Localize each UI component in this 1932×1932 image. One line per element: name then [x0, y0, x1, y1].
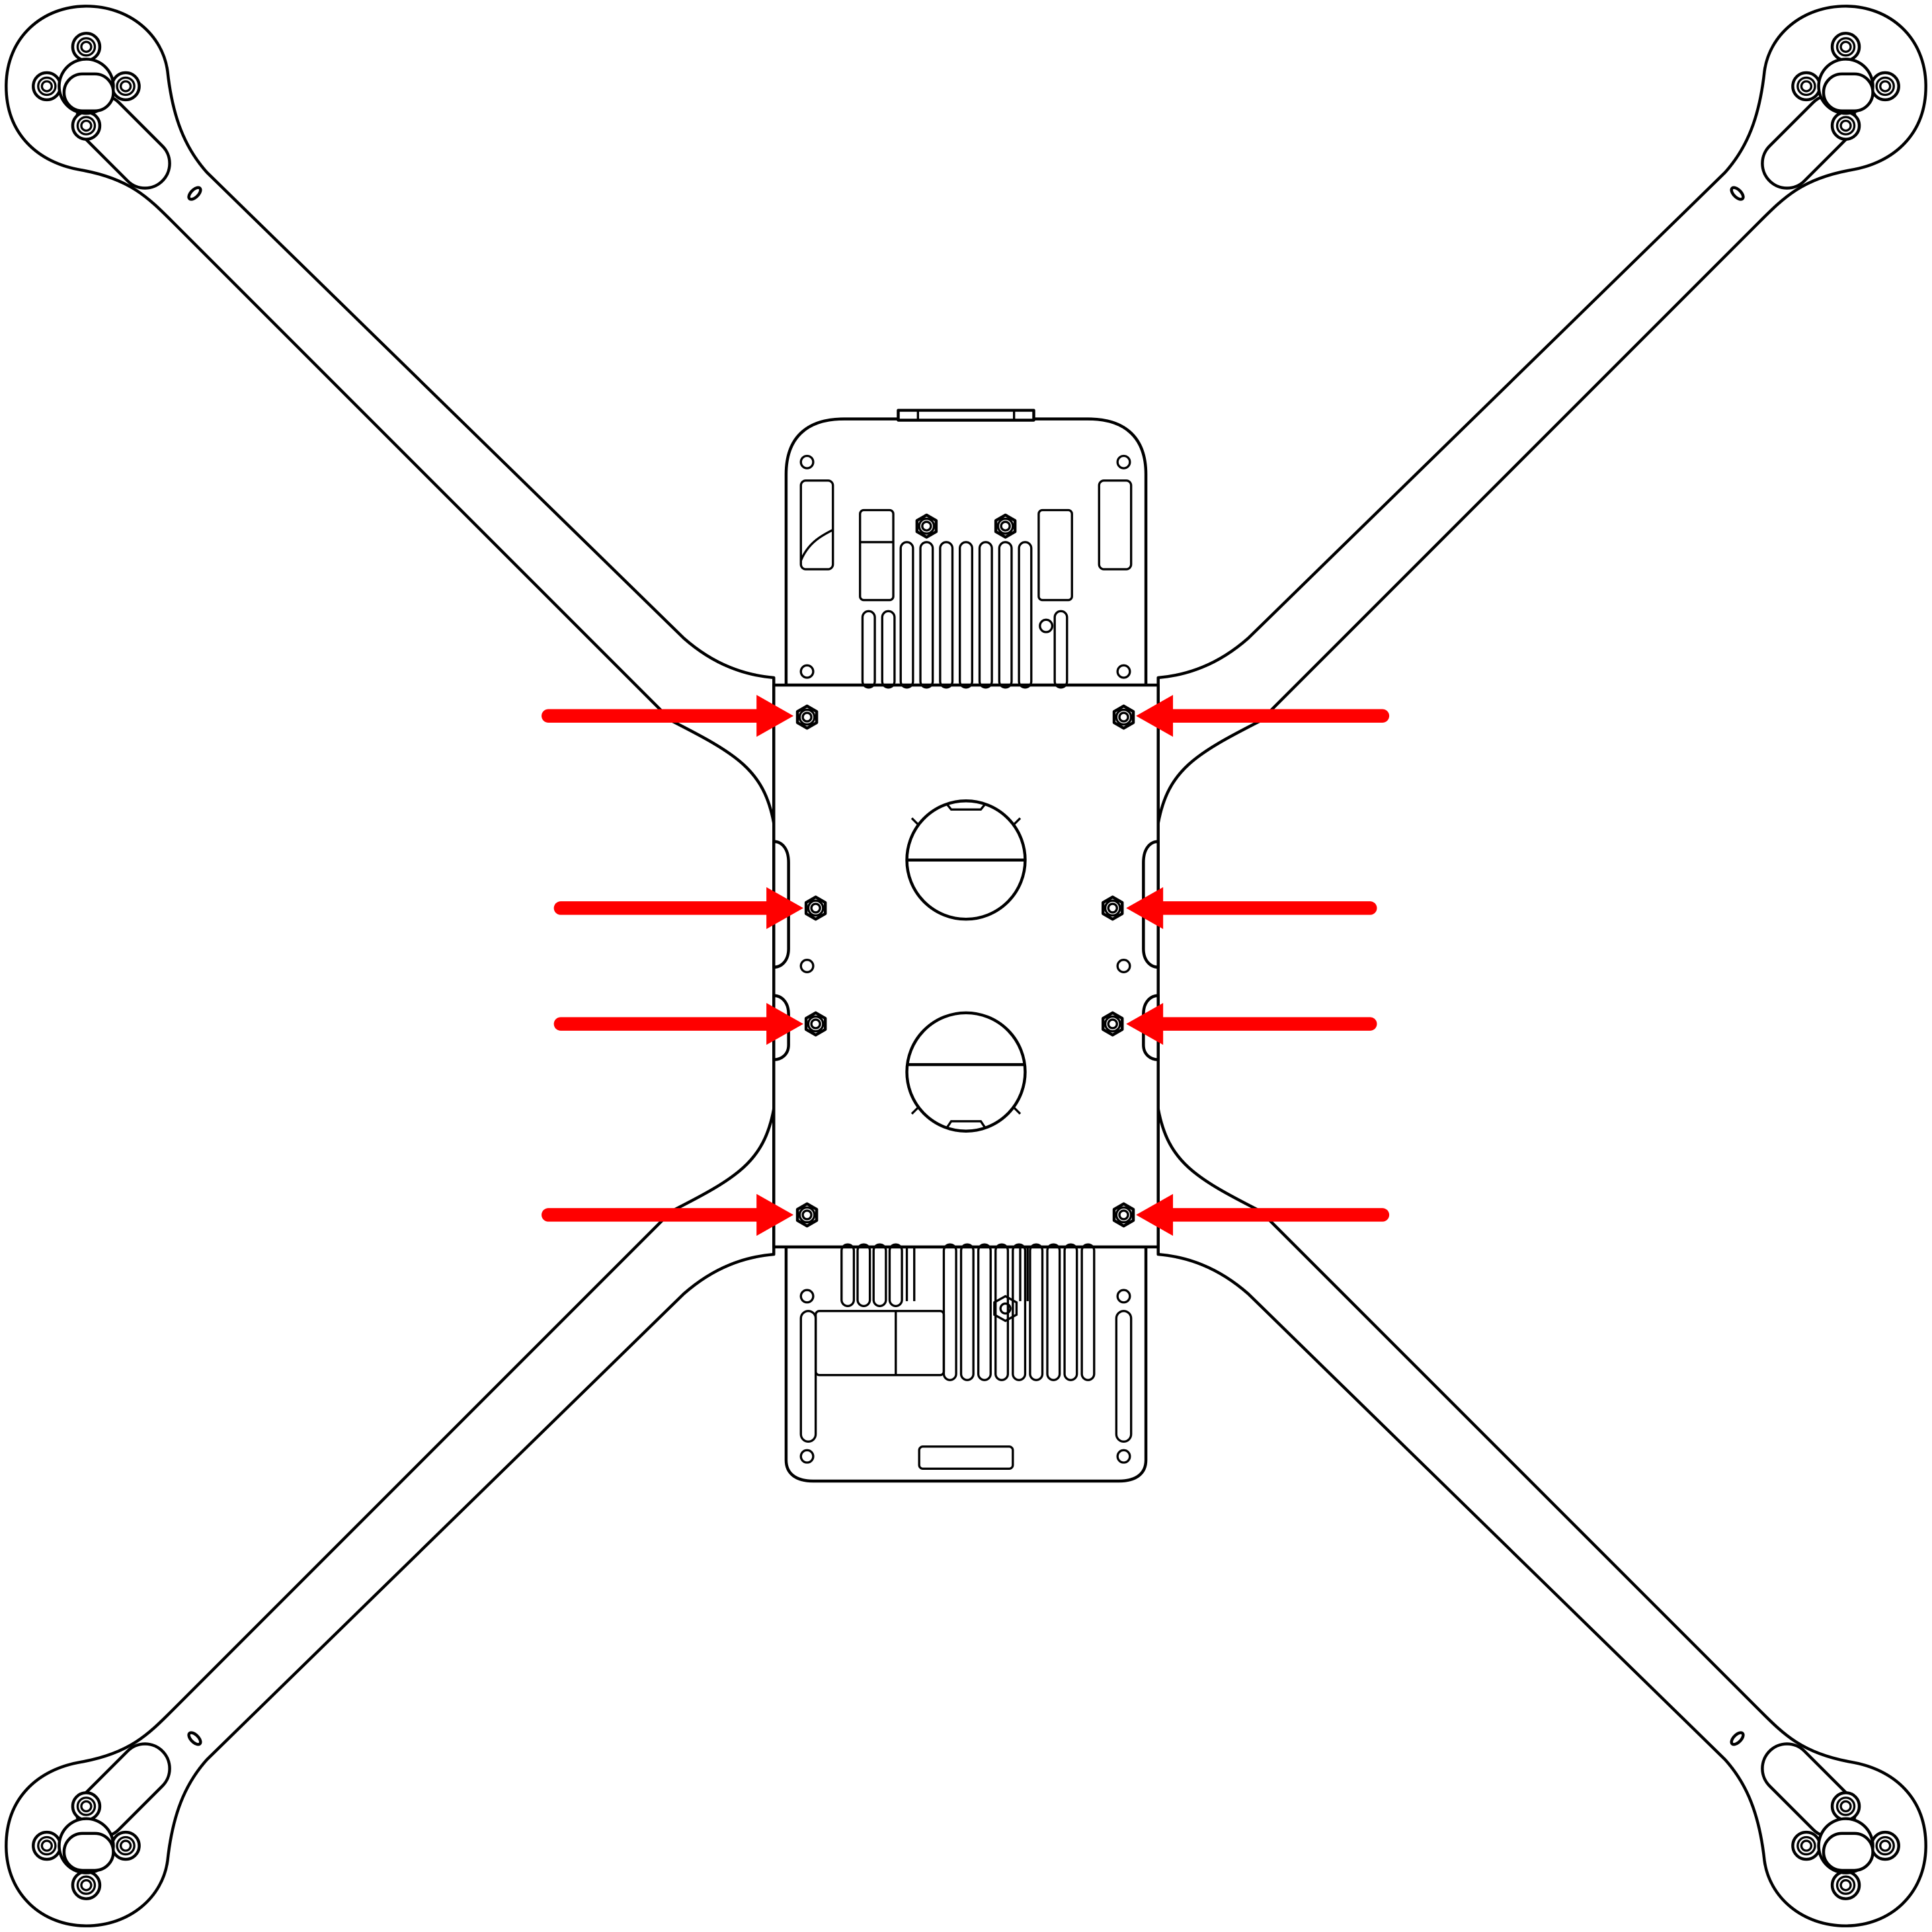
- hex-nut-2-icon: [994, 513, 1017, 539]
- top-plate: [784, 417, 1148, 687]
- hex-nut-9-icon: [795, 1202, 819, 1228]
- mounting-screws: [795, 513, 1135, 1228]
- arm-bottom-right: [1156, 1107, 1927, 1927]
- motor-mount-bottom-right-icon: [1791, 1791, 1900, 1900]
- red-arrow-7-icon: [542, 1193, 794, 1236]
- motor-mount-bottom-left-icon: [32, 1791, 141, 1900]
- motor-mounts: [32, 32, 1900, 1900]
- frame-body: [772, 409, 1160, 1483]
- red-arrow-6-icon: [1126, 1002, 1377, 1045]
- top-plate-details: [799, 454, 1133, 689]
- red-arrow-4-icon: [1126, 887, 1377, 930]
- red-arrow-3-icon: [553, 887, 804, 930]
- motor-mount-top-right-icon: [1791, 32, 1900, 141]
- hex-nut-4-icon: [1112, 704, 1135, 730]
- drone-arms: [5, 5, 1927, 1927]
- bottom-plate-details: [799, 1243, 1133, 1470]
- red-arrow-2-icon: [1136, 695, 1390, 737]
- center-hole-lower: [905, 1011, 1027, 1133]
- hex-nut-6-icon: [1102, 895, 1124, 921]
- hex-nut-1-icon: [915, 513, 938, 539]
- center-plate: [772, 683, 1160, 1249]
- hex-nut-3-icon: [795, 704, 819, 730]
- arm-slots: [75, 93, 1857, 1839]
- red-arrow-5-icon: [553, 1002, 804, 1045]
- hex-nut-10-icon: [1112, 1202, 1135, 1228]
- red-arrow-8-icon: [1136, 1193, 1390, 1236]
- arm-top-left: [5, 5, 776, 825]
- red-arrows: [542, 695, 1390, 1236]
- arm-top-right: [1156, 5, 1927, 825]
- center-hole-upper: [905, 799, 1027, 921]
- hex-nut-8-icon: [1102, 1011, 1124, 1037]
- red-arrow-1-icon: [542, 695, 794, 737]
- motor-mount-top-left-icon: [32, 32, 141, 141]
- arm-bottom-left: [5, 1107, 776, 1927]
- hex-nut-5-icon: [804, 895, 827, 921]
- top-connector: [897, 409, 1035, 422]
- hex-nut-7-icon: [804, 1011, 827, 1037]
